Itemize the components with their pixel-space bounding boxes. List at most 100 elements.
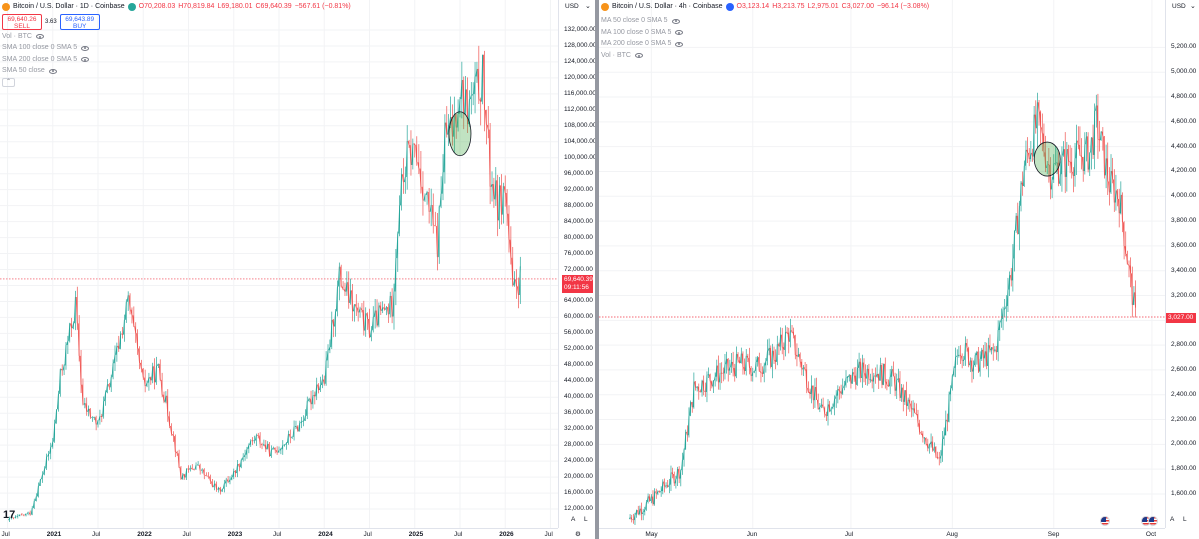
price-candle-body	[870, 379, 873, 382]
symbol-row[interactable]: Bitcoin / U.S. Dollar · 1D · Coinbase O7…	[2, 2, 351, 12]
symbol-row[interactable]: Bitcoin / U.S. Dollar · 4h · Coinbase O3…	[601, 2, 929, 12]
highlight-ellipse[interactable]	[448, 111, 472, 157]
time-axis-4h[interactable]: May Jun Jul Aug Sep Oct	[599, 528, 1165, 539]
symbol-title[interactable]: Bitcoin / U.S. Dollar · 1D · Coinbase	[13, 3, 125, 10]
price-candle-body	[177, 453, 180, 468]
price-candle-body	[918, 423, 921, 433]
symbol-title[interactable]: Bitcoin / U.S. Dollar · 4h · Coinbase	[612, 3, 723, 10]
price-candle-body	[965, 342, 968, 349]
price-candle-body	[290, 436, 293, 438]
price-candle-body	[194, 464, 197, 470]
price-candle-body	[890, 369, 893, 377]
eye-icon[interactable]	[81, 57, 90, 62]
price-axis-daily[interactable]: USD ⌄ 12,000.00 16,000.00 20,000.00 24,000.…	[558, 0, 597, 528]
indicator-ma50[interactable]: MA 50 close 0 SMA 5	[601, 16, 929, 26]
price-candle-body	[155, 365, 157, 383]
currency-chevron-icon[interactable]: ⌄	[1190, 3, 1196, 10]
eye-icon[interactable]	[634, 53, 643, 58]
price-candle-body	[134, 326, 137, 334]
chart-pane-daily[interactable]: Bitcoin / U.S. Dollar · 1D · Coinbase O7…	[0, 0, 597, 539]
ohlc-open: O3,123.14	[736, 3, 770, 10]
indicator-volume[interactable]: Vol · BTC	[601, 51, 929, 61]
price-candle-body	[983, 351, 986, 359]
price-candle-body	[1016, 215, 1019, 235]
price-candle-body	[124, 301, 127, 320]
price-candle-body	[846, 376, 848, 379]
price-candle-body	[411, 143, 414, 166]
price-chart-4h[interactable]	[599, 0, 1165, 528]
price-candle-body	[766, 350, 768, 361]
time-axis-daily[interactable]: Jul 2021 Jul 2022 Jul 2023 Jul 2024 Jul 2025 Jul 20…	[0, 528, 558, 539]
bitcoin-icon	[2, 3, 10, 11]
indicator-ma100[interactable]: MA 100 close 0 SMA 5	[601, 28, 929, 38]
price-candle-body	[794, 335, 796, 356]
price-candle-body	[379, 305, 382, 311]
indicator-ma200[interactable]: MA 200 close 0 SMA 5	[601, 39, 929, 49]
currency-chevron-icon[interactable]: ⌄	[585, 3, 591, 10]
eye-icon[interactable]	[675, 41, 684, 47]
us-flag-event-icon[interactable]	[1148, 516, 1158, 526]
price-candle-body	[126, 295, 129, 302]
log-scale-button[interactable]: L	[584, 516, 588, 523]
price-tick-label: 4,800.00	[1171, 93, 1197, 101]
price-candle-body	[1029, 152, 1032, 160]
log-scale-button[interactable]: L	[1183, 516, 1187, 523]
price-candle-body	[813, 386, 816, 401]
price-candle-body	[779, 334, 782, 347]
settings-gear-icon[interactable]: ⚙	[575, 531, 581, 538]
collapse-legend-button[interactable]: ⌃	[2, 78, 15, 87]
price-tick-label: 4,600.00	[1171, 117, 1197, 125]
price-candle-body	[230, 476, 233, 480]
eye-icon[interactable]	[48, 68, 57, 74]
auto-scale-button[interactable]: A	[571, 516, 576, 523]
indicator-sma200[interactable]: SMA 200 close 0 SMA 5	[2, 55, 351, 65]
indicator-sma50[interactable]: SMA 50 close	[2, 66, 351, 76]
price-candle-body	[744, 355, 747, 372]
price-candle-body	[726, 358, 729, 371]
price-candle-body	[807, 388, 809, 393]
price-axis-4h[interactable]: USD ⌄ 1,600.00 1,800.00 2,000.00 2,200.00 2,…	[1165, 0, 1199, 528]
eye-icon[interactable]	[81, 45, 90, 51]
price-candle-body	[861, 362, 863, 379]
price-candle-body	[1006, 289, 1009, 307]
price-candle-body	[1024, 149, 1027, 166]
price-candle-body	[486, 124, 489, 130]
last-price-tag: 69,640.39 09:11:56	[562, 274, 593, 293]
ohlc-change: −96.14 (−3.08%)	[876, 3, 930, 10]
sell-button[interactable]: 69,640.26 SELL	[2, 14, 42, 30]
price-candle-body	[1003, 308, 1005, 310]
price-candle-body	[441, 172, 444, 194]
price-candle-body	[671, 472, 674, 475]
price-candle-body	[640, 508, 642, 515]
highlight-ellipse[interactable]	[1033, 141, 1061, 177]
indicator-label: MA 50 close 0 SMA 5	[601, 17, 668, 24]
auto-scale-button[interactable]: A	[1170, 516, 1175, 523]
pane-divider[interactable]	[595, 0, 599, 539]
eye-icon[interactable]	[671, 18, 680, 24]
buy-button[interactable]: 69,643.89 BUY	[59, 14, 100, 30]
price-candle-body	[786, 331, 788, 333]
price-candle-body	[226, 479, 229, 483]
price-candle-body	[851, 372, 854, 384]
price-tick-label: 3,800.00	[1171, 217, 1197, 225]
price-candle-body	[656, 491, 659, 494]
price-candle-body	[1122, 222, 1125, 247]
price-candle-body	[1124, 246, 1127, 254]
eye-icon[interactable]	[35, 34, 44, 39]
price-candle-body	[736, 353, 739, 361]
price-candle-body	[268, 443, 271, 457]
price-candle-body	[1023, 165, 1025, 187]
price-candle-body	[271, 447, 274, 450]
price-candle-body	[79, 355, 82, 385]
price-candle-body	[751, 372, 754, 376]
price-chart-daily[interactable]	[0, 0, 558, 528]
price-candle-body	[319, 384, 321, 391]
indicator-sma100[interactable]: SMA 100 close 0 SMA 5	[2, 43, 351, 53]
price-candle-body	[207, 475, 209, 477]
price-candle-body	[1126, 253, 1128, 265]
chart-pane-4h[interactable]: Bitcoin / U.S. Dollar · 4h · Coinbase O3…	[599, 0, 1199, 539]
eye-icon[interactable]	[675, 30, 684, 35]
price-tick-label: 2,000.00	[1171, 440, 1197, 448]
indicator-volume[interactable]: Vol · BTC	[2, 32, 351, 42]
us-flag-event-icon[interactable]	[1100, 516, 1110, 526]
